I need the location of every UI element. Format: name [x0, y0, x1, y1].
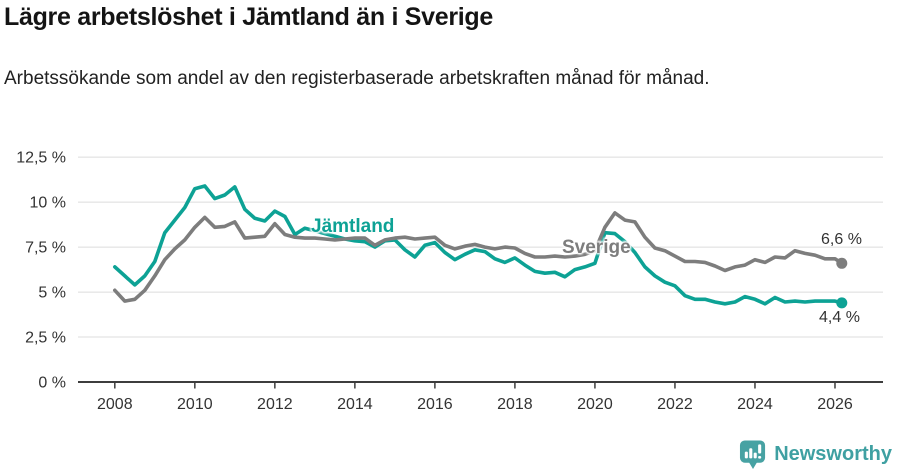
end-value-label-sverige: 6,6 % — [821, 231, 862, 248]
y-tick-label: 10 % — [30, 195, 66, 212]
newsworthy-logo-text: Newsworthy — [774, 443, 892, 465]
y-tick-label: 5 % — [38, 285, 66, 302]
end-dot-jmtland — [836, 297, 848, 309]
newsworthy-logo: Newsworthy — [739, 439, 892, 470]
x-tick-label: 2022 — [657, 396, 693, 413]
y-tick-label: 2,5 % — [25, 330, 66, 347]
x-tick-label: 2012 — [257, 396, 293, 413]
y-tick-label: 12,5 % — [16, 150, 66, 167]
x-tick-label: 2026 — [817, 396, 853, 413]
y-tick-label: 0 % — [38, 375, 66, 392]
page-title: Lägre arbetslöshet i Jämtland än i Sveri… — [4, 3, 493, 31]
newsworthy-logo-icon — [740, 440, 766, 469]
x-tick-label: 2018 — [497, 396, 533, 413]
chart-subtitle: Arbetssökande som andel av den registerb… — [4, 68, 710, 89]
x-tick-label: 2024 — [737, 396, 773, 413]
series-label-sverige: Sverige — [562, 237, 631, 258]
end-value-label-jamtland: 4,4 % — [819, 309, 860, 326]
x-tick-label: 2020 — [577, 396, 613, 413]
x-tick-label: 2016 — [417, 396, 453, 413]
series-label-jamtland: Jämtland — [311, 216, 395, 237]
x-tick-label: 2010 — [177, 396, 213, 413]
x-tick-label: 2014 — [337, 396, 373, 413]
y-tick-label: 7,5 % — [25, 240, 66, 257]
series-line-sverige — [113, 211, 844, 303]
x-tick-label: 2008 — [97, 396, 133, 413]
end-dot-sverige — [836, 257, 848, 269]
series-line-jmtland — [113, 184, 844, 306]
